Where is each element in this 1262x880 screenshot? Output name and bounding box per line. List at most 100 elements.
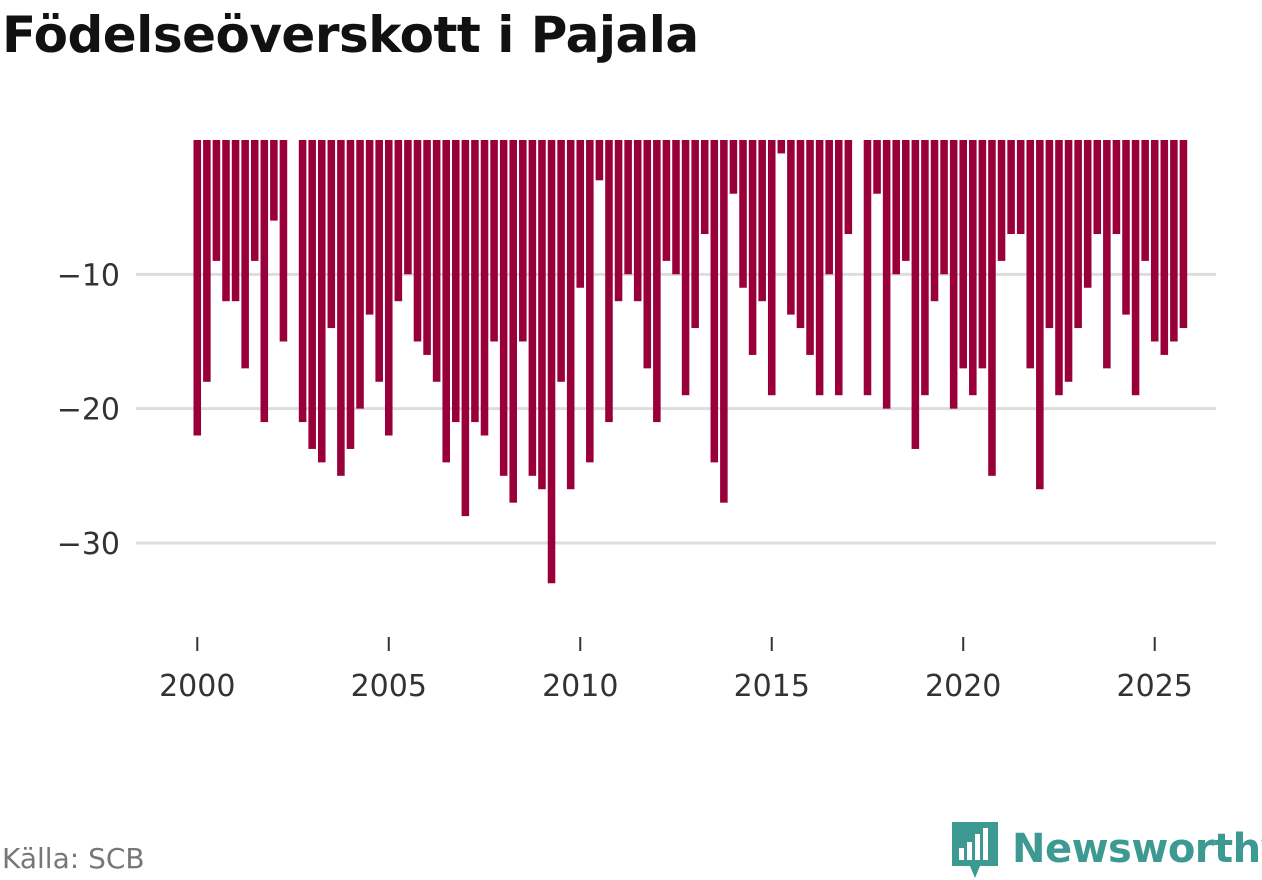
bar — [882, 140, 891, 409]
y-tick-label: −10 — [57, 258, 120, 293]
bar — [911, 140, 920, 449]
bar — [1064, 140, 1073, 382]
bar — [423, 140, 431, 355]
bar — [653, 140, 661, 423]
bar — [834, 140, 843, 396]
source-note: Källa: SCB — [2, 842, 145, 875]
bar — [566, 140, 575, 490]
bar — [1093, 140, 1102, 235]
bar — [949, 140, 958, 409]
bar — [279, 140, 288, 342]
bar — [978, 140, 987, 369]
bar — [1103, 140, 1111, 369]
bar — [384, 140, 393, 436]
bar — [1131, 140, 1140, 396]
bar — [815, 140, 824, 396]
bars — [193, 140, 1188, 584]
bar — [337, 140, 345, 476]
bar — [902, 140, 910, 261]
bar — [710, 140, 719, 463]
bar — [691, 140, 699, 329]
bar — [547, 140, 556, 584]
bar — [538, 140, 546, 490]
bar — [327, 140, 336, 329]
bar — [672, 140, 680, 275]
bar — [595, 140, 604, 181]
bar — [212, 140, 221, 261]
bar — [1007, 140, 1015, 235]
bar — [1150, 140, 1159, 342]
bar — [863, 140, 872, 396]
x-tick-label: 2020 — [925, 669, 1001, 704]
bar — [509, 140, 518, 503]
bar — [528, 140, 537, 476]
bar — [193, 140, 202, 436]
brand-logo[interactable]: Newsworthy — [950, 818, 1262, 880]
bar — [930, 140, 939, 302]
bar — [490, 140, 498, 342]
bar — [1045, 140, 1054, 329]
bar — [892, 140, 900, 275]
bar — [1170, 140, 1178, 342]
newsworthy-logo-icon — [952, 822, 998, 878]
bar — [767, 140, 776, 396]
bar — [413, 140, 422, 342]
bar — [873, 140, 881, 194]
bar — [787, 140, 795, 315]
bar — [222, 140, 230, 302]
bar — [825, 140, 833, 275]
y-tick-label: −30 — [57, 527, 120, 562]
bar — [499, 140, 508, 476]
bar — [404, 140, 412, 275]
bar — [442, 140, 450, 463]
bar — [605, 140, 613, 423]
bar — [519, 140, 527, 342]
bar — [720, 140, 728, 503]
bar — [1112, 140, 1121, 235]
bar — [997, 140, 1006, 261]
bar — [1179, 140, 1188, 329]
bar — [777, 140, 786, 154]
bar — [969, 140, 977, 396]
bar — [806, 140, 814, 355]
bar — [624, 140, 632, 275]
bar — [241, 140, 249, 369]
bar — [298, 140, 307, 423]
bar — [921, 140, 929, 396]
bar — [432, 140, 441, 382]
bar — [231, 140, 240, 302]
x-tick-label: 2000 — [159, 669, 235, 704]
x-tick-label: 2025 — [1117, 669, 1193, 704]
bar — [480, 140, 489, 436]
bar — [586, 140, 594, 463]
bar — [729, 140, 738, 194]
bar — [365, 140, 374, 315]
bar — [1160, 140, 1169, 355]
x-tick-label: 2015 — [734, 669, 810, 704]
chart-title: Födelseöverskott i Pajala — [2, 6, 699, 64]
bar — [1074, 140, 1082, 329]
x-tick-label: 2005 — [351, 669, 427, 704]
bar — [700, 140, 709, 235]
bar — [959, 140, 968, 369]
bar — [270, 140, 278, 221]
x-tick-label: 2010 — [542, 669, 618, 704]
bar-chart: −10 −20 −30 2000 2005 2010 2015 2020 2025 — [57, 140, 1216, 704]
bar — [796, 140, 805, 329]
gridlines — [136, 272, 1216, 545]
bar — [1016, 140, 1025, 235]
bar — [662, 140, 671, 261]
bar — [1036, 140, 1044, 490]
bar — [1083, 140, 1092, 288]
bar — [1122, 140, 1130, 315]
bar — [452, 140, 460, 423]
bar — [614, 140, 623, 302]
y-tick-label: −20 — [57, 393, 120, 428]
bar — [758, 140, 766, 302]
bar — [557, 140, 565, 382]
bar — [643, 140, 652, 369]
bar — [260, 140, 269, 423]
bar — [394, 140, 403, 302]
bar — [940, 140, 948, 275]
brand-name: Newsworthy — [1012, 826, 1262, 872]
